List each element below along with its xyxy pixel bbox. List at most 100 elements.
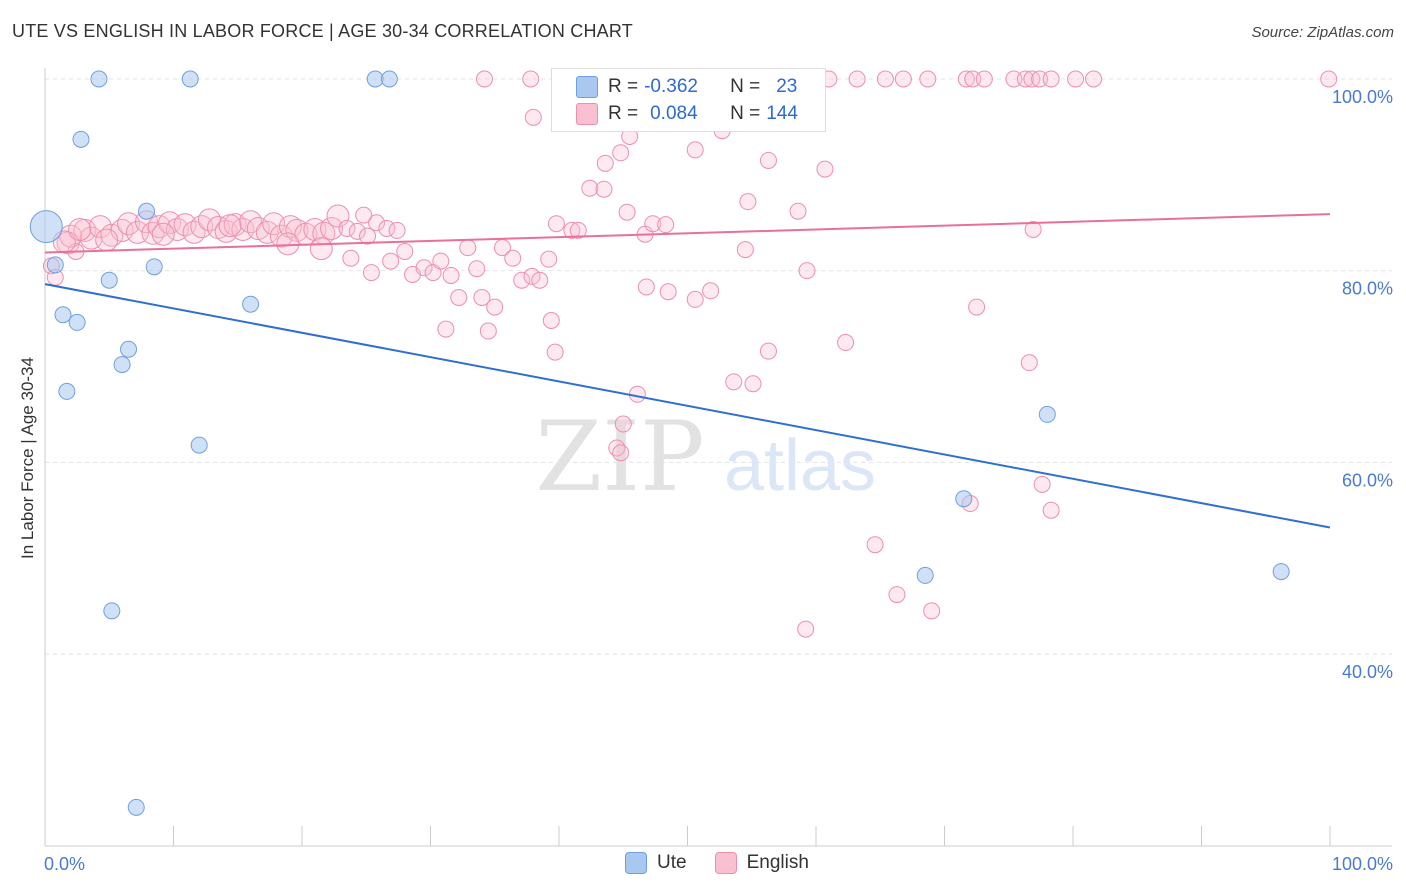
watermark: ZIP atlas	[535, 401, 876, 513]
english-point	[513, 271, 531, 289]
ute-point	[127, 798, 145, 816]
english-point	[1042, 501, 1060, 519]
ute-point	[145, 258, 163, 276]
english-point	[1042, 70, 1060, 88]
english-point	[888, 586, 906, 604]
english-point	[531, 271, 549, 289]
r-value: 0.084	[650, 103, 698, 124]
x-tick-labels: 0.0% 100.0%	[44, 854, 1393, 874]
english-point	[612, 444, 630, 462]
english-point	[320, 217, 344, 240]
english-point	[95, 228, 119, 252]
grid-lines	[45, 78, 1392, 655]
english-point	[816, 160, 834, 178]
english-point	[359, 227, 377, 245]
ute-point	[916, 566, 934, 584]
english-point	[362, 264, 380, 282]
english-trend-line	[44, 213, 1331, 254]
english-point	[563, 221, 581, 239]
english-legend-label: English	[746, 852, 809, 873]
r-value: -0.362	[644, 76, 698, 97]
ute-point	[1272, 563, 1290, 581]
english-point	[88, 215, 112, 239]
english-point	[659, 283, 677, 301]
english-point	[686, 141, 704, 159]
english-points	[42, 70, 1338, 638]
english-point	[725, 373, 743, 391]
english-point	[442, 266, 460, 284]
ute-point	[100, 271, 118, 289]
english-point	[923, 602, 941, 620]
ute-legend-swatch	[625, 852, 647, 874]
english-point	[190, 215, 214, 239]
english-point	[309, 237, 333, 261]
ute-swatch	[576, 76, 598, 98]
english-point	[596, 154, 614, 172]
axes	[44, 68, 1392, 847]
r-label: R =	[608, 103, 639, 124]
english-point	[759, 151, 777, 169]
english-point	[141, 221, 165, 245]
series-legend: Ute English	[625, 852, 837, 874]
y-tick-label: 40.0%	[1342, 662, 1393, 682]
english-swatch	[576, 103, 598, 125]
english-point	[218, 214, 242, 238]
english-point	[1020, 354, 1038, 372]
english-point	[581, 179, 599, 197]
n-label: N =	[730, 76, 761, 97]
english-point	[504, 249, 522, 267]
english-point	[618, 203, 636, 221]
ute-legend-label: Ute	[657, 852, 687, 873]
ute-point	[1038, 405, 1056, 423]
english-point	[876, 70, 894, 88]
english-point	[173, 213, 197, 237]
ute-point	[955, 490, 973, 508]
chart-title: UTE VS ENGLISH IN LABOR FORCE | AGE 30-3…	[12, 21, 633, 41]
english-point	[479, 322, 497, 340]
english-point	[1033, 475, 1051, 493]
n-value: 23	[776, 76, 798, 97]
english-point	[523, 267, 541, 285]
ute-trend-line	[44, 283, 1331, 529]
english-point	[450, 289, 468, 306]
english-point	[459, 239, 477, 257]
english-point	[269, 224, 293, 248]
english-point	[432, 252, 450, 270]
english-point	[546, 343, 564, 361]
english-point	[798, 262, 816, 280]
english-point	[547, 215, 565, 233]
english-point	[964, 70, 982, 88]
r-label: R =	[608, 76, 639, 97]
english-point	[303, 217, 327, 241]
n-label: N =	[730, 103, 761, 124]
english-point	[368, 214, 386, 232]
english-point	[789, 202, 807, 220]
english-point	[285, 218, 309, 242]
english-point	[524, 108, 542, 126]
ute-point	[138, 202, 156, 220]
english-point	[396, 243, 414, 260]
english-point	[686, 290, 704, 308]
english-point	[278, 215, 302, 239]
ute-point	[380, 70, 398, 88]
ute-point	[366, 70, 384, 88]
english-point	[919, 70, 937, 88]
english-point	[355, 206, 373, 224]
english-point	[975, 70, 993, 88]
english-point	[338, 220, 356, 237]
english-point	[1024, 220, 1042, 238]
english-point	[382, 252, 400, 270]
y-tick-label: 80.0%	[1342, 279, 1393, 299]
english-point	[595, 180, 613, 198]
x-tick-label: 0.0%	[44, 854, 85, 874]
ute-point	[103, 602, 121, 620]
english-point	[276, 232, 300, 256]
legend-item-english: English	[714, 852, 809, 874]
english-point	[388, 221, 406, 239]
english-point	[739, 193, 757, 211]
x-tick-label: 100.0%	[1332, 854, 1393, 874]
english-point	[702, 282, 720, 300]
english-point	[117, 212, 141, 236]
english-point	[348, 222, 366, 240]
english-point	[415, 259, 433, 277]
